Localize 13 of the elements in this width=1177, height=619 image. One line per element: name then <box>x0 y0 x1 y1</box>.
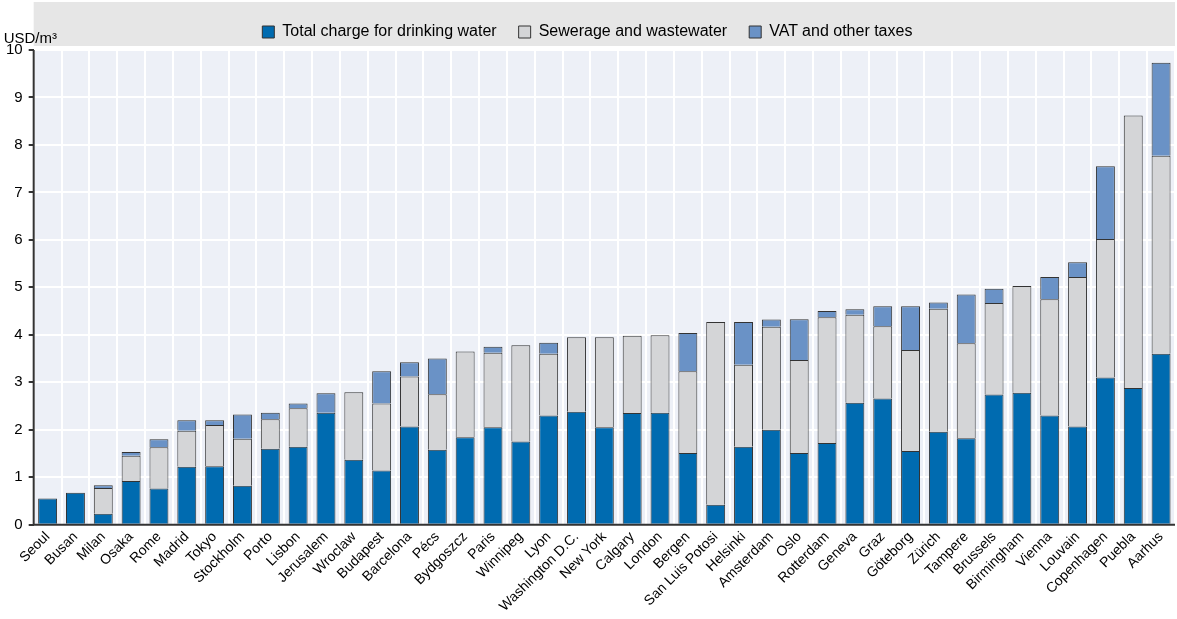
y-tick-label: 7 <box>14 182 23 200</box>
y-tick-label: 5 <box>14 277 23 295</box>
y-tick-label: 2 <box>14 419 23 437</box>
y-tick-label: 6 <box>14 230 23 248</box>
y-tick-label: 4 <box>14 324 23 342</box>
legend-label: VAT and other taxes <box>769 22 913 40</box>
y-tick-label: 8 <box>14 135 23 153</box>
legend-label: Total charge for drinking water <box>282 22 498 40</box>
y-tick-label: 0 <box>14 514 23 532</box>
legend-label: Sewerage and wastewater <box>538 22 728 40</box>
y-tick-label: 3 <box>14 372 23 390</box>
y-tick-label: 1 <box>14 467 23 485</box>
y-tick-label: 9 <box>14 87 23 105</box>
